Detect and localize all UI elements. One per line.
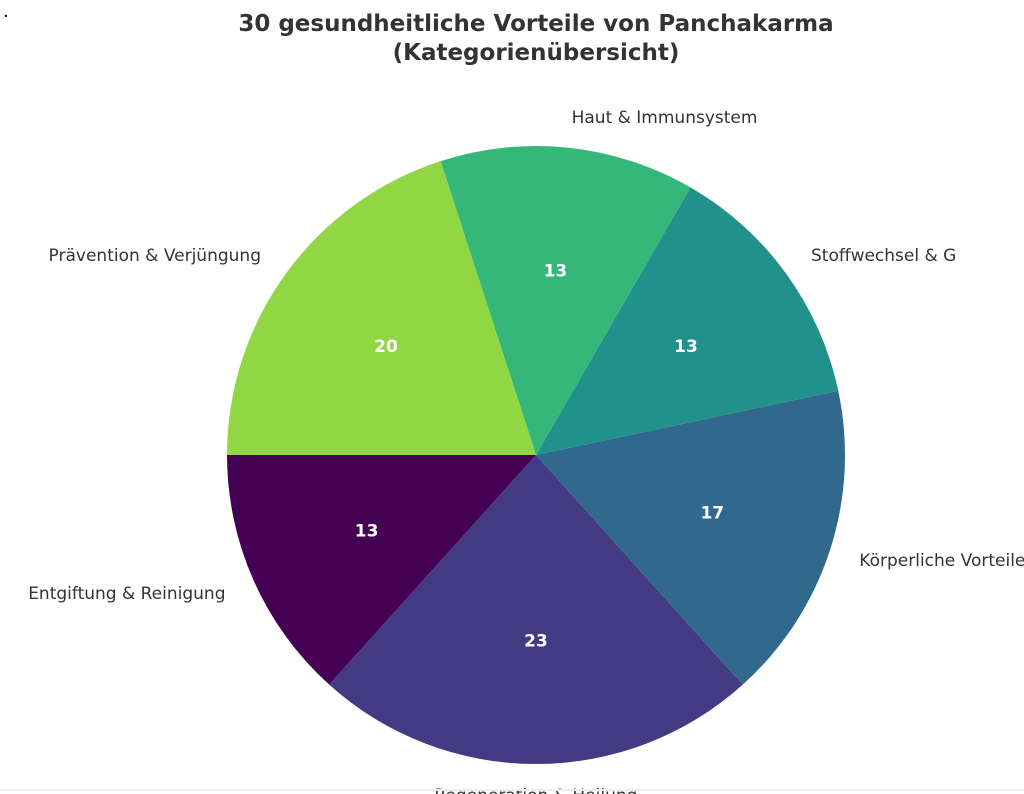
slice-value-pravention-verjungung: 20: [374, 337, 398, 357]
slice-label-entgiftung-reinigung: Entgiftung & Reinigung: [28, 584, 225, 604]
slice-value-entgiftung-reinigung: 13: [355, 521, 379, 541]
slice-value-regeneration-heilung: 23: [524, 631, 548, 651]
slice-value-korperliche-vorteile: 17: [700, 503, 724, 523]
slice-value-haut-immunsystem: 13: [544, 262, 568, 282]
pie-slice-entgiftung-reinigung: [227, 455, 536, 685]
pie-slice-stoffwechsel-g: [536, 187, 839, 455]
pie-slices: [227, 145, 846, 765]
pie-slice-haut-immunsystem: [440, 145, 691, 455]
slice-label-haut-immunsystem: Haut & Immunsystem: [572, 108, 758, 128]
pie-slice-korperliche-vorteile: [536, 390, 846, 685]
bottom-divider: [0, 789, 1024, 791]
pie-slice-pravention-verjungung: [227, 161, 536, 456]
slice-label-korperliche-vorteile: Körperliche Vorteile: [859, 551, 1024, 571]
chart-title-line-1: 30 gesundheitliche Vorteile von Panchaka…: [238, 11, 833, 37]
slice-label-stoffwechsel-g: Stoffwechsel & G: [811, 246, 956, 266]
slice-label-pravention-verjungung: Prävention & Verjüngung: [49, 246, 261, 266]
slice-value-stoffwechsel-g: 13: [674, 337, 698, 357]
pie-slice-regeneration-heilung: [329, 455, 743, 765]
chart-title-line-2: (Kategorienübersicht): [393, 40, 680, 66]
corner-mark: ·: [3, 6, 9, 27]
